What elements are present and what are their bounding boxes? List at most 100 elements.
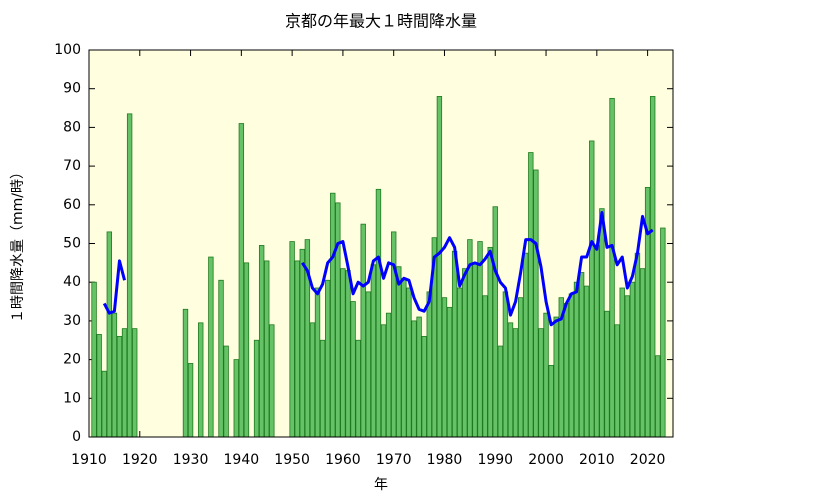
- bar: [401, 277, 407, 438]
- bar: [319, 339, 326, 438]
- bar: [655, 355, 661, 438]
- y-tick-label: 10: [63, 390, 81, 406]
- bar: [309, 322, 316, 438]
- bar: [563, 303, 570, 438]
- bar: [223, 345, 229, 438]
- bar: [289, 241, 295, 438]
- trend-line: [102, 211, 654, 327]
- bar: [578, 272, 585, 438]
- bar: [294, 260, 300, 438]
- bar: [96, 334, 102, 438]
- x-tick-label: 1980: [427, 452, 463, 468]
- x-axis-label: 年: [374, 477, 388, 493]
- x-tick-label: 1940: [224, 452, 260, 468]
- bar: [517, 297, 524, 438]
- x-tick-label: 1970: [376, 452, 412, 468]
- bar: [126, 113, 133, 438]
- bar: [594, 245, 600, 438]
- bar: [507, 322, 514, 438]
- bar: [111, 312, 118, 438]
- x-tick-label: 2020: [630, 452, 666, 468]
- bar: [345, 270, 351, 438]
- bar: [258, 245, 265, 438]
- bar: [198, 322, 204, 438]
- bar: [497, 345, 504, 438]
- bar: [121, 328, 128, 438]
- bar: [218, 279, 224, 438]
- bar: [253, 339, 260, 438]
- y-tick-label: 0: [72, 429, 81, 445]
- y-tick-label: 40: [63, 274, 81, 290]
- bar: [457, 287, 463, 438]
- bar: [330, 192, 336, 438]
- bar: [233, 359, 239, 438]
- bar: [538, 328, 544, 438]
- bar: [101, 370, 107, 438]
- bar: [614, 324, 620, 438]
- bar: [355, 339, 361, 438]
- bar: [482, 295, 488, 438]
- bar: [634, 252, 641, 438]
- bar: [589, 140, 595, 438]
- bar: [208, 256, 214, 438]
- bar: [340, 268, 346, 438]
- bar: [269, 324, 275, 438]
- x-tick-label: 2010: [579, 452, 615, 468]
- bar: [650, 96, 656, 438]
- bar: [619, 287, 625, 438]
- plot-border: [88, 49, 674, 438]
- bar: [451, 250, 458, 438]
- bar: [299, 248, 305, 438]
- y-tick-label: 80: [63, 119, 81, 135]
- bar: [528, 152, 534, 438]
- bar: [243, 262, 250, 438]
- y-axis-label: １時間降水量（mm/時）: [10, 165, 26, 323]
- bar: [436, 96, 443, 438]
- bar: [609, 97, 615, 438]
- bar: [477, 241, 483, 438]
- bar: [599, 208, 605, 438]
- bar: [380, 324, 387, 438]
- bar: [639, 268, 646, 438]
- bar: [350, 301, 356, 438]
- y-tick-label: 20: [63, 352, 81, 368]
- bar: [604, 310, 610, 438]
- bar: [533, 169, 539, 438]
- bar: [421, 335, 427, 438]
- x-tick-label: 1960: [325, 452, 361, 468]
- x-tick-label: 1920: [122, 452, 158, 468]
- bar: [568, 293, 575, 438]
- y-tick-label: 70: [63, 158, 81, 174]
- y-tick-label: 100: [54, 42, 81, 58]
- x-tick-label: 1990: [477, 452, 513, 468]
- bar: [426, 291, 432, 438]
- bar: [502, 291, 509, 438]
- bar: [370, 264, 377, 438]
- bar: [264, 260, 270, 438]
- bar: [182, 308, 189, 438]
- bar: [187, 363, 194, 438]
- x-tick-label: 1910: [71, 452, 107, 468]
- bar: [543, 312, 549, 438]
- bar: [624, 295, 630, 438]
- x-tick-label: 2000: [528, 452, 564, 468]
- bar: [238, 123, 245, 438]
- bar: [132, 328, 138, 438]
- bar: [396, 266, 402, 438]
- chart-title: 京都の年最大１時間降水量: [285, 12, 477, 31]
- bar: [411, 320, 417, 438]
- bar: [314, 287, 321, 438]
- bar: [116, 335, 123, 438]
- bar: [548, 365, 554, 438]
- bar: [472, 262, 478, 438]
- bar: [375, 188, 382, 438]
- bar: [406, 287, 412, 438]
- bar: [523, 252, 529, 438]
- x-tick-label: 1950: [274, 452, 310, 468]
- bar: [441, 297, 448, 438]
- bar: [446, 306, 453, 438]
- bar: [553, 316, 559, 438]
- bar: [365, 291, 371, 438]
- bar: [583, 285, 590, 438]
